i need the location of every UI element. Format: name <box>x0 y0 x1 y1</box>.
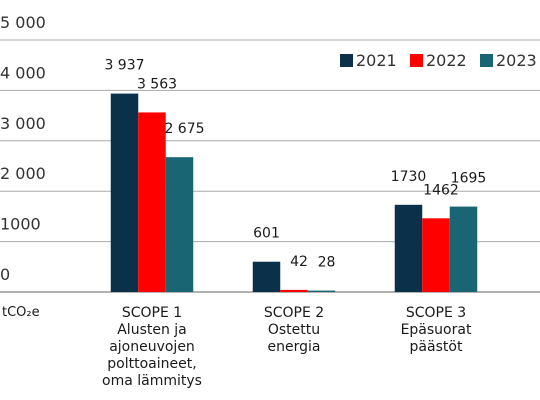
y-tick-label: 2 000 <box>0 164 46 183</box>
x-tick-label: SCOPE 1 Alusten ja ajoneuvojen polttoain… <box>102 305 202 389</box>
value-label: 3 937 <box>104 58 144 74</box>
bar <box>252 261 281 292</box>
y-tick-label: 5 000 <box>0 13 46 32</box>
legend-label: 2021 <box>356 51 397 70</box>
value-label: 28 <box>318 255 336 271</box>
bar <box>280 289 308 292</box>
bar <box>449 206 478 292</box>
legend-label: 2023 <box>496 51 537 70</box>
x-tick-label: SCOPE 2 Ostettu energia <box>263 305 325 355</box>
value-label: 2 675 <box>164 121 204 137</box>
legend-swatch <box>480 54 493 67</box>
bar <box>110 93 139 293</box>
value-label: 1695 <box>451 171 487 187</box>
y-tick-label: 4 000 <box>0 63 46 82</box>
x-tick-label: SCOPE 3 Epäsuorat päästöt <box>400 305 472 355</box>
value-label: 42 <box>290 254 308 270</box>
y-tick-label: 3 000 <box>0 114 46 133</box>
value-label: 601 <box>253 226 280 242</box>
bar <box>394 204 423 292</box>
unit-label: tCO₂e <box>2 305 40 320</box>
bar <box>165 157 194 292</box>
legend-swatch <box>410 54 423 67</box>
legend-swatch <box>340 54 353 67</box>
value-label: 1730 <box>391 169 427 185</box>
y-tick-label: 1000 <box>0 215 41 234</box>
value-label: 1462 <box>423 182 459 198</box>
value-label: 3 563 <box>137 76 177 92</box>
bar <box>138 112 166 292</box>
y-tick-label: 0 <box>0 265 10 284</box>
legend-label: 2022 <box>426 51 467 70</box>
bar <box>307 290 336 292</box>
bar <box>422 218 450 292</box>
